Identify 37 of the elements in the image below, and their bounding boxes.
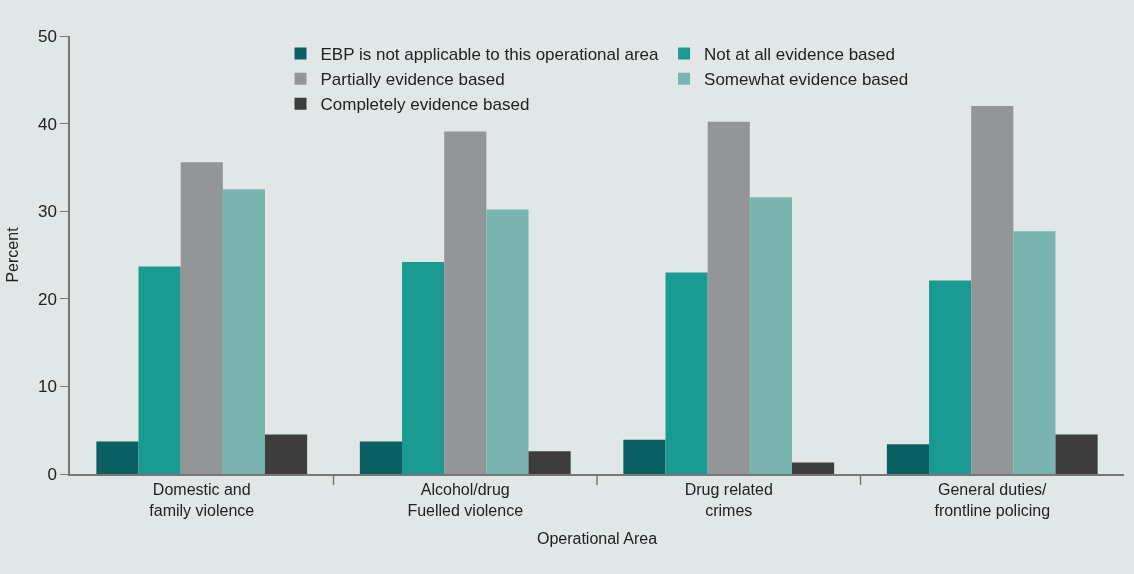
bar bbox=[96, 441, 139, 474]
bar bbox=[791, 462, 835, 474]
bar bbox=[444, 131, 487, 474]
y-tick-label: 20 bbox=[37, 289, 57, 309]
bar bbox=[749, 197, 792, 474]
bar bbox=[486, 209, 529, 474]
y-axis-title: Percent bbox=[4, 226, 22, 283]
x-axis-title: Operational Area bbox=[536, 529, 658, 547]
y-tick-label: 40 bbox=[37, 114, 57, 134]
bar bbox=[1013, 231, 1056, 474]
y-tick-label: 0 bbox=[47, 464, 57, 484]
bar bbox=[264, 434, 308, 474]
y-tick-label: 30 bbox=[37, 202, 57, 222]
bar bbox=[623, 439, 666, 474]
bar bbox=[1055, 434, 1098, 474]
bar bbox=[222, 189, 265, 474]
x-tick-label: Domestic and family violence bbox=[149, 480, 255, 519]
legend-label: Completely evidence based bbox=[320, 95, 530, 115]
legend-label: EBP is not applicable to this operational area bbox=[320, 45, 660, 65]
bar bbox=[180, 162, 223, 474]
y-tick-label: 10 bbox=[37, 377, 57, 397]
legend-label: Not at all evidence based bbox=[704, 45, 895, 65]
bar bbox=[707, 121, 750, 474]
bar bbox=[138, 266, 181, 474]
x-tick-label: General duties/ frontline policing bbox=[934, 480, 1051, 519]
bar bbox=[528, 451, 571, 474]
bar bbox=[929, 280, 972, 474]
legend-label: Somewhat evidence based bbox=[704, 70, 909, 90]
x-tick-label: Drug related crimes bbox=[684, 480, 773, 519]
bar bbox=[359, 441, 403, 474]
bar bbox=[402, 262, 445, 474]
bar bbox=[886, 444, 930, 474]
x-tick-label: Alcohol/drug Fuelled violence bbox=[407, 480, 524, 519]
legend-label: Partially evidence based bbox=[320, 70, 505, 90]
y-tick-label: 50 bbox=[37, 26, 57, 46]
bar bbox=[971, 106, 1014, 474]
bar bbox=[665, 272, 708, 474]
